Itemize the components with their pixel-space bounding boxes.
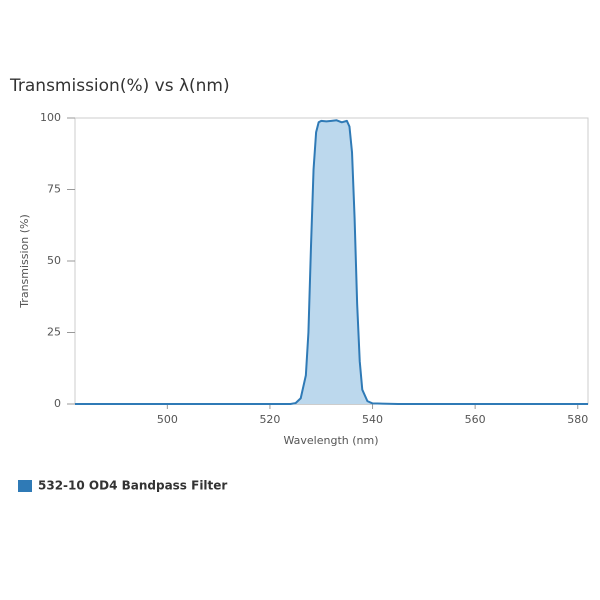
legend-swatch: [18, 480, 32, 492]
y-tick-label: 50: [47, 254, 61, 267]
x-tick-label: 500: [157, 413, 178, 426]
x-tick-label: 540: [362, 413, 383, 426]
y-axis-label: Transmission (%): [18, 214, 31, 309]
x-tick-label: 520: [259, 413, 280, 426]
y-tick-label: 100: [40, 111, 61, 124]
y-tick-label: 0: [54, 397, 61, 410]
legend-label: 532-10 OD4 Bandpass Filter: [38, 479, 227, 493]
chart-title: Transmission(%) vs λ(nm): [9, 76, 230, 96]
x-tick-label: 580: [567, 413, 588, 426]
line: [75, 119, 588, 405]
area: [75, 120, 588, 404]
y-tick-label: 75: [47, 183, 61, 196]
x-tick-label: 560: [465, 413, 486, 426]
x-axis-label: Wavelength (nm): [283, 434, 378, 447]
y-tick-label: 25: [47, 326, 61, 339]
